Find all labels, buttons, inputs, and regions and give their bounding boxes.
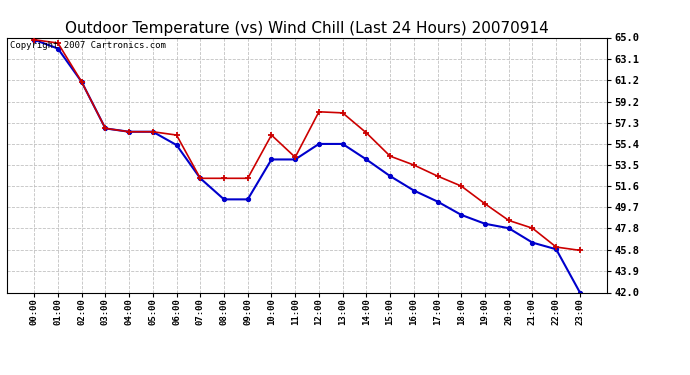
Title: Outdoor Temperature (vs) Wind Chill (Last 24 Hours) 20070914: Outdoor Temperature (vs) Wind Chill (Las…: [65, 21, 549, 36]
Text: Copyright 2007 Cartronics.com: Copyright 2007 Cartronics.com: [10, 41, 166, 50]
